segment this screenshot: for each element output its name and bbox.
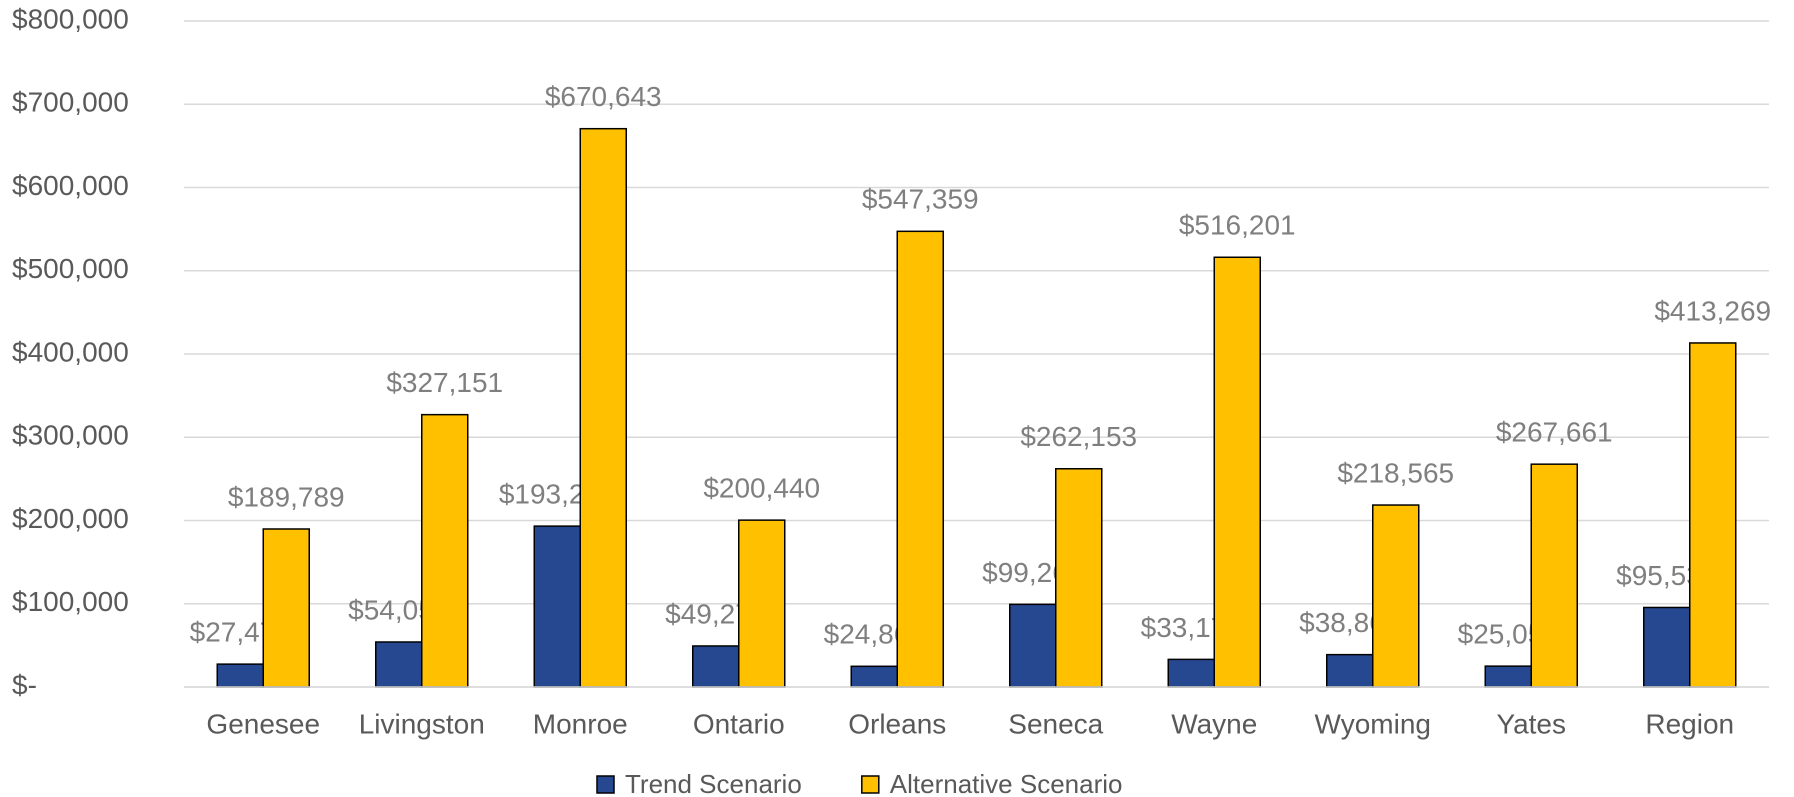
x-tick-label: Region xyxy=(1645,708,1734,739)
data-label: $327,151 xyxy=(386,367,503,398)
data-label: $262,153 xyxy=(1020,421,1137,452)
bar xyxy=(421,413,469,688)
bar xyxy=(1689,342,1737,688)
x-tick-label: Monroe xyxy=(533,708,628,739)
bar xyxy=(1055,468,1103,688)
data-label: $413,269 xyxy=(1654,295,1771,326)
x-tick-label: Genesee xyxy=(206,708,320,739)
bar xyxy=(692,645,740,688)
x-tick-label: Livingston xyxy=(359,708,485,739)
legend-label: Trend Scenario xyxy=(625,769,802,797)
y-tick-label: $800,000 xyxy=(12,3,129,34)
data-label: $218,565 xyxy=(1337,457,1454,488)
y-tick-label: $100,000 xyxy=(12,586,129,617)
bar xyxy=(579,127,627,688)
bar xyxy=(1213,256,1261,688)
x-tick-label: Wyoming xyxy=(1315,708,1431,739)
bar xyxy=(216,663,264,688)
legend-label: Alternative Scenario xyxy=(890,769,1123,797)
y-tick-label: $- xyxy=(12,669,37,700)
bar xyxy=(850,665,898,688)
data-label: $189,789 xyxy=(228,481,345,512)
bar xyxy=(1167,658,1215,688)
y-tick-label: $300,000 xyxy=(12,420,129,451)
y-tick-label: $400,000 xyxy=(12,336,129,367)
bar xyxy=(1009,603,1057,688)
bar xyxy=(533,525,581,688)
data-label: $267,661 xyxy=(1496,417,1613,448)
bar xyxy=(1372,504,1420,688)
legend-swatch xyxy=(861,775,880,794)
bar xyxy=(1643,606,1691,688)
x-tick-label: Yates xyxy=(1496,708,1566,739)
bar xyxy=(375,641,423,688)
y-tick-label: $200,000 xyxy=(12,503,129,534)
y-tick-label: $500,000 xyxy=(12,253,129,284)
bar xyxy=(1530,463,1578,688)
y-tick-label: $600,000 xyxy=(12,170,129,201)
bar xyxy=(738,519,786,688)
x-tick-label: Ontario xyxy=(693,708,785,739)
legend-swatch xyxy=(596,775,615,794)
bar xyxy=(1484,665,1532,688)
bar xyxy=(1326,653,1374,688)
bar xyxy=(262,528,310,688)
x-tick-label: Seneca xyxy=(1008,708,1103,739)
data-label: $670,643 xyxy=(545,81,662,112)
bar xyxy=(896,230,944,688)
data-label: $200,440 xyxy=(703,473,820,504)
data-label: $516,201 xyxy=(1179,210,1296,241)
x-tick-label: Orleans xyxy=(848,708,946,739)
data-label: $547,359 xyxy=(862,184,979,215)
x-tick-label: Wayne xyxy=(1171,708,1257,739)
y-tick-label: $700,000 xyxy=(12,87,129,118)
